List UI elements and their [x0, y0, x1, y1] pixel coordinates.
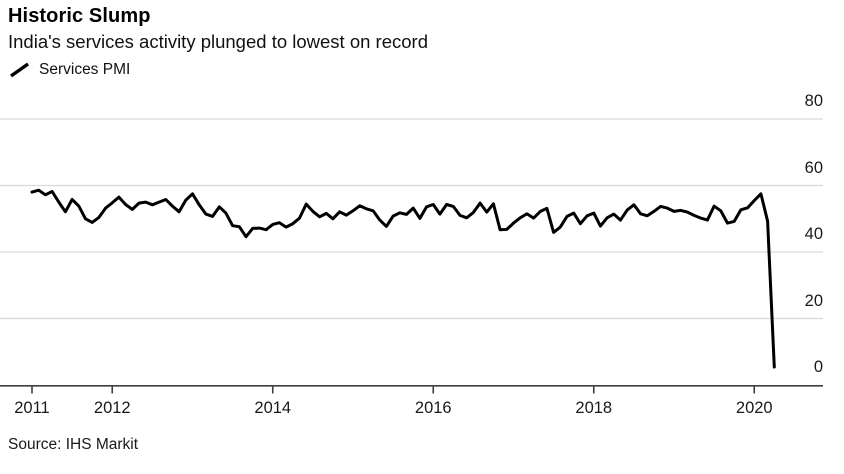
source-note: Source: IHS Markit	[8, 436, 139, 453]
x-axis-label-2018: 2018	[575, 399, 613, 417]
y-axis-label-40: 40	[804, 225, 823, 243]
legend: Services PMI	[8, 61, 130, 79]
chart-title: Historic Slump	[8, 5, 151, 27]
x-axis-label-2014: 2014	[254, 399, 292, 417]
x-axis-label-2011: 2011	[14, 399, 50, 417]
series-line-services-pmi	[30, 188, 776, 369]
y-axis-label-0: 0	[813, 358, 823, 376]
legend-line-slash-icon	[10, 62, 29, 78]
chart-subtitle: India's services activity plunged to low…	[8, 31, 428, 52]
y-axis-label-60: 60	[804, 158, 823, 177]
y-axis-label-20: 20	[804, 291, 823, 310]
x-axis-label-2020: 2020	[735, 399, 773, 417]
legend-label: Services PMI	[39, 61, 131, 78]
x-axis-label-2016: 2016	[414, 399, 452, 417]
x-axis-label-2012: 2012	[93, 399, 131, 417]
y-axis-label-80: 80	[804, 92, 823, 110]
